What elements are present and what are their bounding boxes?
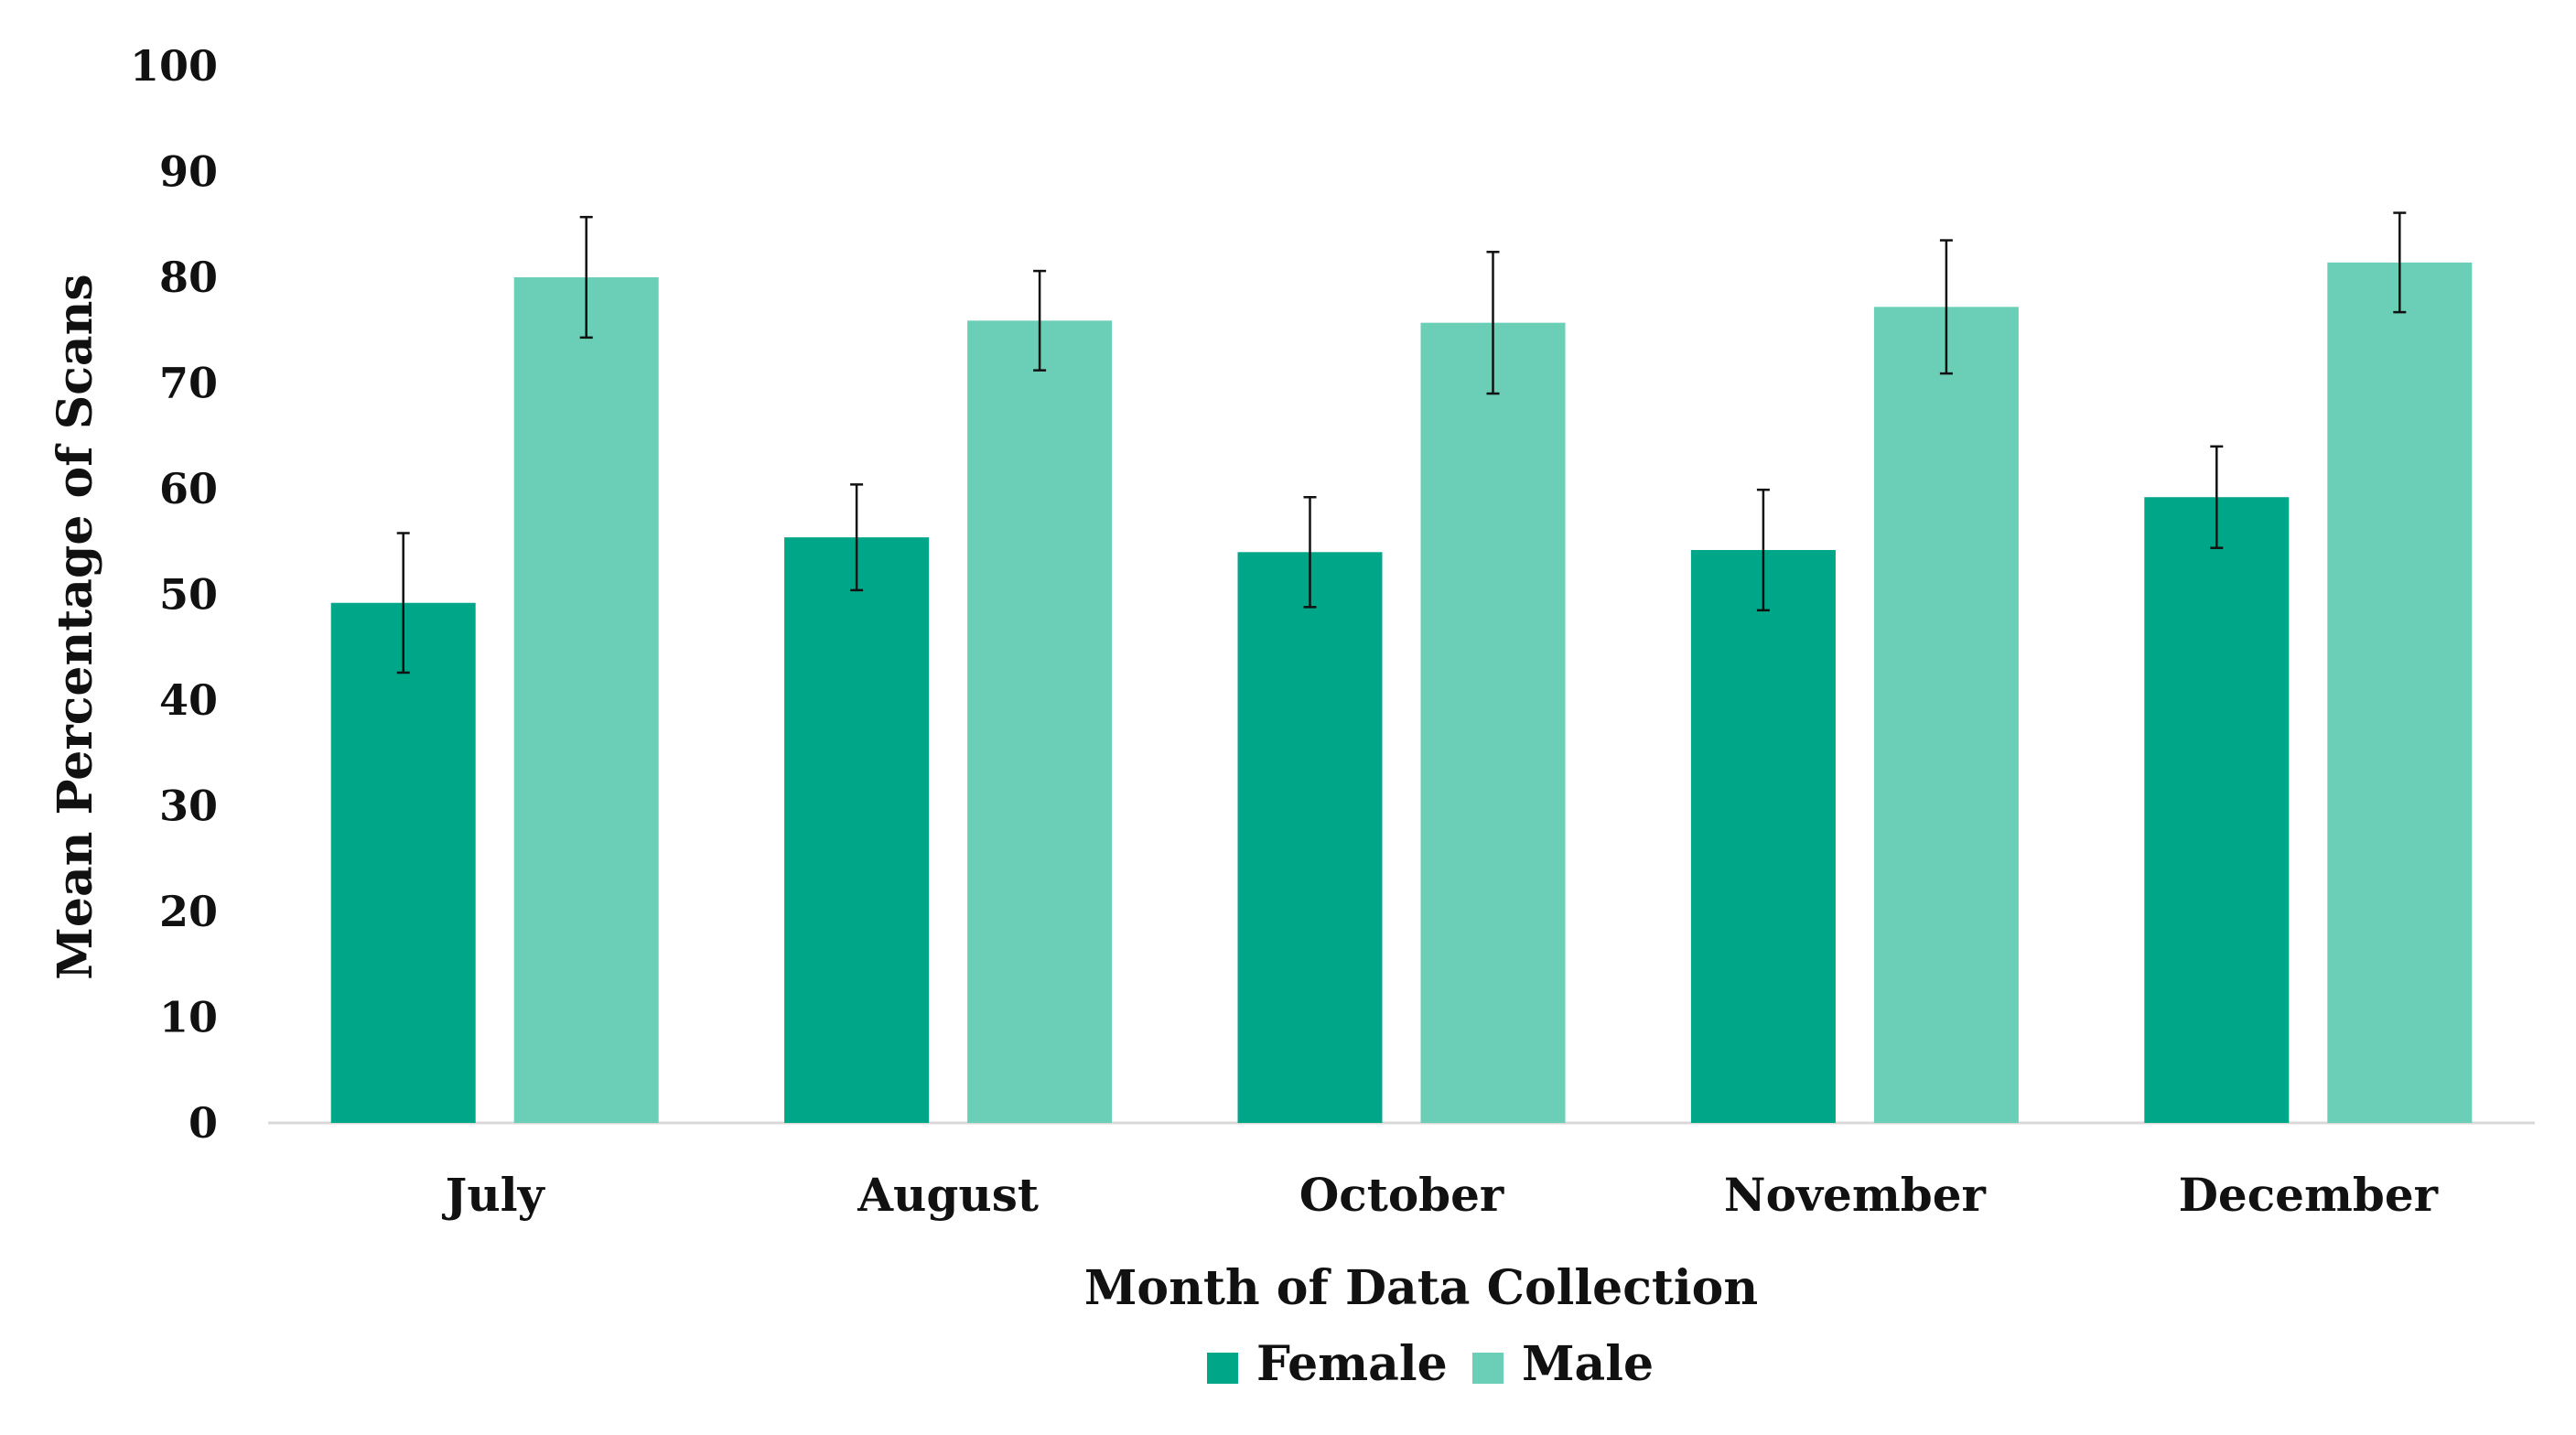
bar-female-october bbox=[1237, 552, 1383, 1123]
y-tick-label: 60 bbox=[159, 464, 218, 513]
y-tick-label: 0 bbox=[189, 1098, 218, 1148]
bar-female-july bbox=[330, 602, 476, 1123]
error-bars-group bbox=[396, 211, 2407, 674]
bars-group bbox=[330, 262, 2473, 1124]
x-tick-label-december: December bbox=[2179, 1168, 2439, 1222]
bar-female-november bbox=[1690, 549, 1836, 1123]
y-tick-label: 70 bbox=[159, 359, 218, 408]
x-tick-label-november: November bbox=[1724, 1168, 1987, 1222]
y-tick-label: 10 bbox=[159, 993, 218, 1042]
y-axis-ticks: 0 10 20 30 40 50 60 70 80 90 100 bbox=[130, 41, 218, 1148]
x-tick-label-october: October bbox=[1299, 1168, 1504, 1222]
x-axis-categories: July August October November December bbox=[442, 1168, 2439, 1222]
legend-label-male: Male bbox=[1522, 1336, 1654, 1392]
y-tick-label: 30 bbox=[159, 782, 218, 831]
y-axis-title: Mean Percentage of Scans bbox=[48, 274, 103, 979]
y-tick-label: 80 bbox=[159, 253, 218, 302]
bar-male-july bbox=[513, 277, 659, 1123]
x-tick-label-august: August bbox=[857, 1168, 1039, 1222]
x-tick-label-july: July bbox=[442, 1168, 546, 1222]
bar-male-october bbox=[1420, 322, 1566, 1123]
legend-swatch-male bbox=[1472, 1353, 1504, 1384]
y-tick-label: 50 bbox=[159, 570, 218, 620]
legend-swatch-female bbox=[1207, 1353, 1238, 1384]
y-tick-label: 100 bbox=[130, 41, 218, 91]
y-tick-label: 40 bbox=[159, 675, 218, 725]
x-axis-title: Month of Data Collection bbox=[1084, 1260, 1758, 1316]
bar-male-august bbox=[967, 320, 1113, 1124]
bar-male-november bbox=[1873, 307, 2019, 1124]
legend: Female Male bbox=[1207, 1336, 1654, 1392]
y-tick-label: 20 bbox=[159, 887, 218, 936]
bar-female-december bbox=[2144, 497, 2290, 1123]
y-tick-label: 90 bbox=[159, 147, 218, 197]
legend-label-female: Female bbox=[1256, 1336, 1448, 1392]
bar-male-december bbox=[2327, 262, 2473, 1124]
bar-female-august bbox=[784, 537, 930, 1123]
